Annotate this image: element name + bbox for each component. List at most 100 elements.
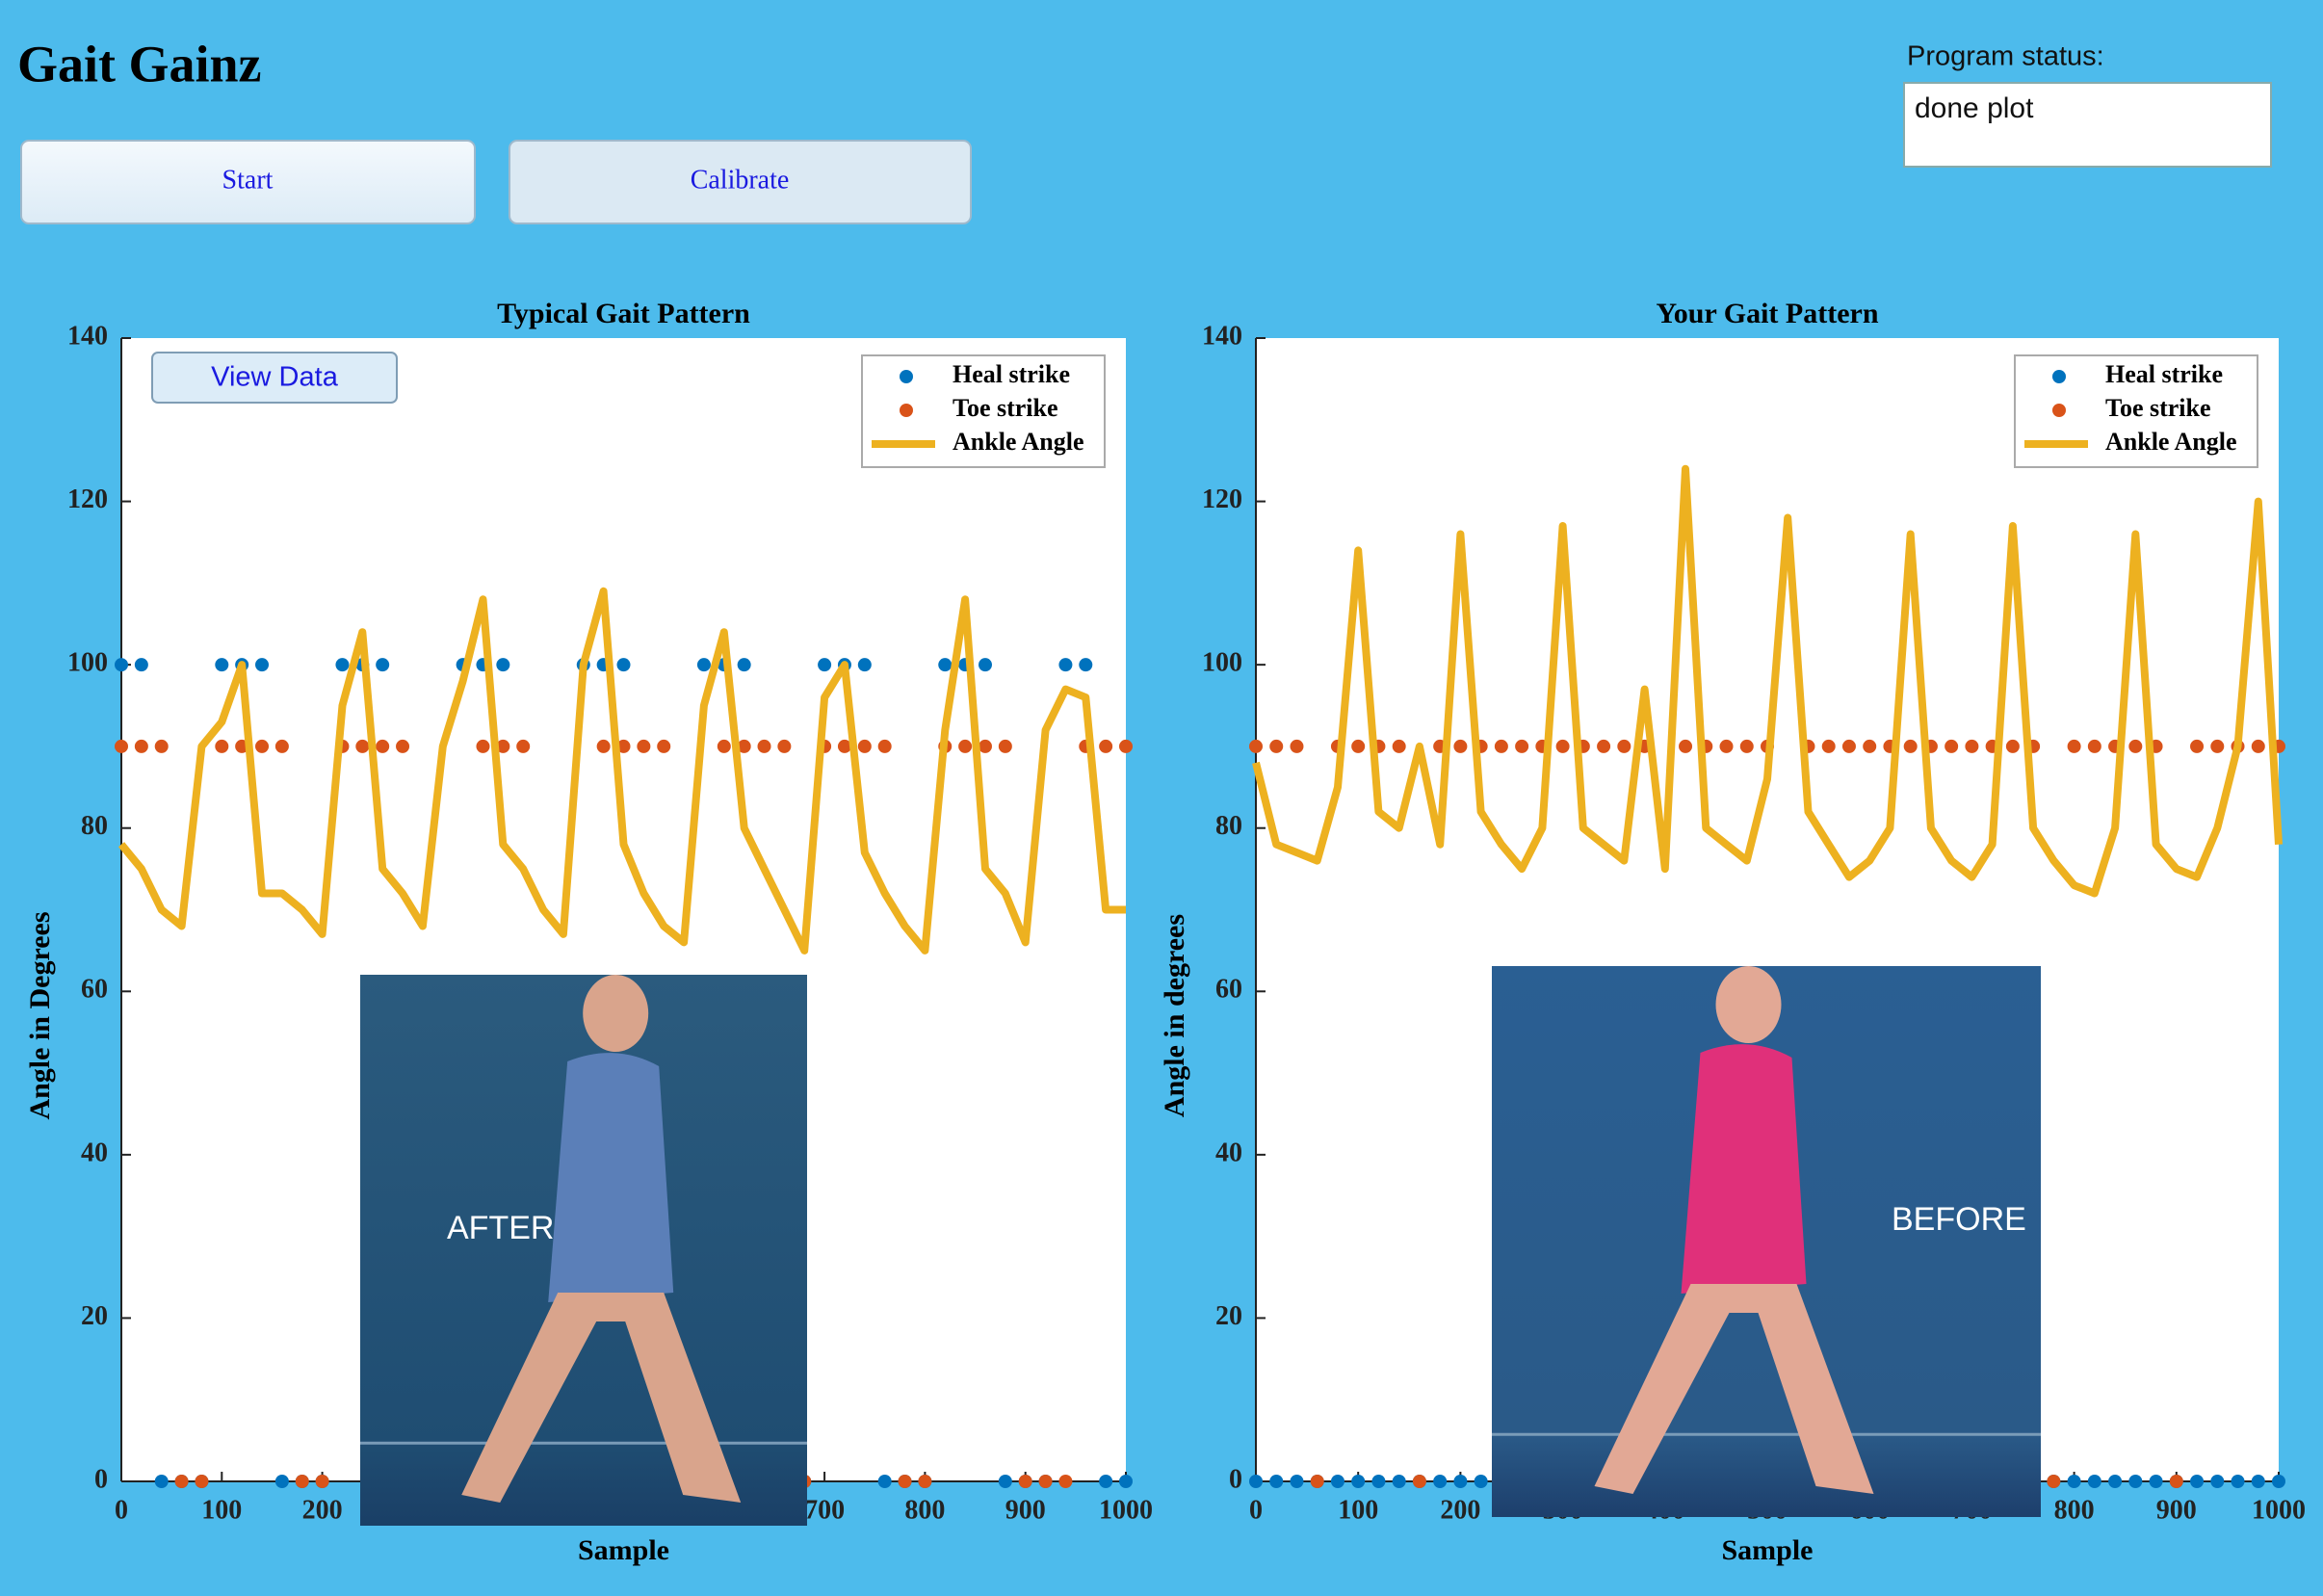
strike-dot (2231, 1475, 2245, 1488)
photo-figure-legs (461, 1293, 742, 1503)
photo: BEFORE (1492, 966, 2041, 1517)
strike-dot (2149, 1475, 2163, 1488)
button-frame[interactable] (509, 140, 972, 224)
strike-dot (1821, 739, 1836, 753)
y-tick-label: 60 (81, 975, 108, 1005)
strike-dot (958, 739, 973, 753)
strike-dot (2128, 739, 2143, 753)
strike-dot (1412, 1475, 1426, 1488)
strike-dot (1038, 1475, 1053, 1488)
strike-dot (2005, 739, 2020, 753)
chart: Your Gait Pattern Sample Angle in degrees 0… (1159, 298, 2306, 1566)
strike-dot (255, 739, 270, 753)
photo-caption: BEFORE (1892, 1201, 2026, 1238)
strike-dot (1269, 1475, 1284, 1488)
strike-dot (1453, 1475, 1468, 1488)
strike-dot (1249, 1475, 1263, 1488)
status-label: Program status: (1907, 41, 2104, 72)
strike-dot (1555, 739, 1570, 753)
strike-dot (154, 739, 169, 753)
legend-swatch (900, 404, 913, 417)
button-label[interactable]: View Data (211, 362, 339, 393)
legend-swatch (2052, 370, 2066, 383)
strike-dot (938, 658, 953, 672)
legend: Heal strike Toe strike Ankle Angle (861, 354, 1106, 468)
strike-dot (2087, 1475, 2101, 1488)
strike-dot (2210, 1475, 2225, 1488)
strike-dot (978, 739, 992, 753)
button-frame[interactable] (20, 140, 476, 224)
strike-dot (1058, 658, 1073, 672)
legend-swatch (900, 370, 913, 383)
strike-dot (696, 658, 711, 672)
calibrate-button[interactable]: Calibrate (509, 140, 972, 224)
strike-dot (1269, 739, 1284, 753)
legend-label: Heal strike (2105, 360, 2223, 388)
x-tick-label: 1000 (2252, 1495, 2306, 1525)
strike-dot (376, 658, 390, 672)
strike-dot (274, 739, 289, 753)
photo-figure-body (1681, 1044, 1807, 1294)
strike-dot (335, 658, 350, 672)
y-tick-label: 0 (1229, 1464, 1242, 1494)
ankle-angle-line (1252, 464, 2283, 898)
strike-dot (2251, 1475, 2265, 1488)
x-tick-label: 800 (2054, 1495, 2095, 1525)
strike-dot (818, 658, 832, 672)
strike-dot (717, 739, 731, 753)
strike-dot (1079, 658, 1093, 672)
strike-dot (2067, 739, 2081, 753)
strike-dot (1474, 1475, 1488, 1488)
strike-dot (174, 1475, 189, 1488)
status-box (1903, 82, 2272, 168)
strike-dot (877, 739, 892, 753)
y-tick-label: 140 (67, 321, 108, 351)
y-tick-label: 40 (1215, 1138, 1242, 1167)
strike-dot (777, 739, 792, 753)
button-label[interactable]: Start (222, 165, 274, 195)
strike-dot (1392, 1475, 1406, 1488)
strike-dot (2190, 1475, 2205, 1488)
strike-dot (616, 739, 631, 753)
photo-figure-head (583, 975, 649, 1052)
y-tick-label: 20 (81, 1301, 108, 1331)
start-button[interactable]: Start (20, 140, 476, 224)
strike-dot (1494, 739, 1508, 753)
strike-dot (2047, 1475, 2061, 1488)
x-tick-label: 900 (2156, 1495, 2197, 1525)
strike-dot (274, 1475, 289, 1488)
button-frame[interactable] (151, 352, 398, 404)
strike-dot (496, 739, 510, 753)
photo-figure-head (1715, 966, 1782, 1043)
photo-figure-legs (1594, 1284, 1874, 1494)
button-label[interactable]: Calibrate (691, 165, 790, 195)
y-tick-label: 20 (1215, 1301, 1242, 1331)
status-value: done plot (1915, 92, 2034, 124)
strike-dot (195, 1475, 209, 1488)
legend-swatch (2052, 404, 2066, 417)
y-tick-label: 80 (1215, 811, 1242, 841)
strike-dot (2169, 1475, 2183, 1488)
y-tick-label: 100 (67, 648, 108, 678)
x-axis-label: Sample (578, 1534, 669, 1566)
strike-dot (376, 739, 390, 753)
strike-dot (1310, 1475, 1324, 1488)
y-tick-label: 60 (1215, 975, 1242, 1005)
y-tick-label: 120 (67, 484, 108, 514)
y-tick-label: 140 (1202, 321, 1242, 351)
x-tick-label: 100 (201, 1495, 242, 1525)
strike-dot (1290, 739, 1304, 753)
strike-dot (1392, 739, 1406, 753)
view-data-button[interactable]: View Data (151, 352, 398, 404)
x-tick-label: 100 (1338, 1495, 1378, 1525)
strike-dot (134, 739, 148, 753)
strike-dot (315, 1475, 329, 1488)
legend-label: Toe strike (953, 394, 1058, 422)
strike-dot (516, 739, 531, 753)
strike-dot (1719, 739, 1734, 753)
strike-dot (1119, 739, 1133, 753)
strike-dot (1433, 1475, 1448, 1488)
strike-dot (215, 658, 229, 672)
